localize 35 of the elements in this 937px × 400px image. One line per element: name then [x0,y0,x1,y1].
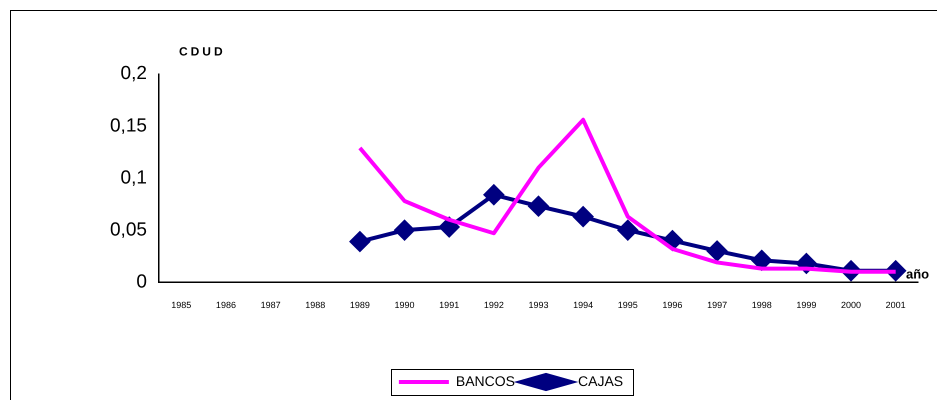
y-tick-label: 0,05 [110,219,147,240]
y-tick-label: 0,1 [120,167,147,188]
x-tick-label: 1996 [662,300,682,310]
y-tick-label: 0,15 [110,115,147,136]
x-tick-label: 2000 [841,300,862,310]
x-tick-label: 2001 [886,300,906,310]
point [484,184,504,205]
point [752,250,772,270]
point [350,232,370,252]
point [528,196,548,216]
x-axis-title: año [906,266,930,282]
x-tick-label: 1998 [752,300,772,310]
point [618,220,638,240]
y-tick-label: 0,2 [120,63,147,84]
x-tick-label: 1987 [260,300,281,310]
point [573,206,594,227]
x-tick-label: 1986 [216,300,236,310]
point [707,240,728,261]
x-tick-label: 1988 [305,300,326,310]
x-tick-label: 1994 [573,300,594,310]
legend-label: BANCOS [456,372,515,389]
point [439,217,460,238]
x-tick-label: 1992 [484,300,504,310]
x-tick-label: 1985 [171,300,192,310]
legend-label: CAJAS [578,372,624,389]
y-axis-title: CDUD [178,44,226,58]
x-tick-label: 1993 [528,300,549,310]
x-tick-label: 1999 [796,300,816,310]
x-tick-label: 1991 [439,300,460,310]
y-tick-label: 0 [136,271,147,292]
x-tick-label: 1989 [350,300,370,310]
x-tick-label: 1995 [618,300,638,310]
point [394,220,415,240]
x-tick-label: 1990 [394,300,415,310]
x-tick-label: 1997 [707,300,728,310]
